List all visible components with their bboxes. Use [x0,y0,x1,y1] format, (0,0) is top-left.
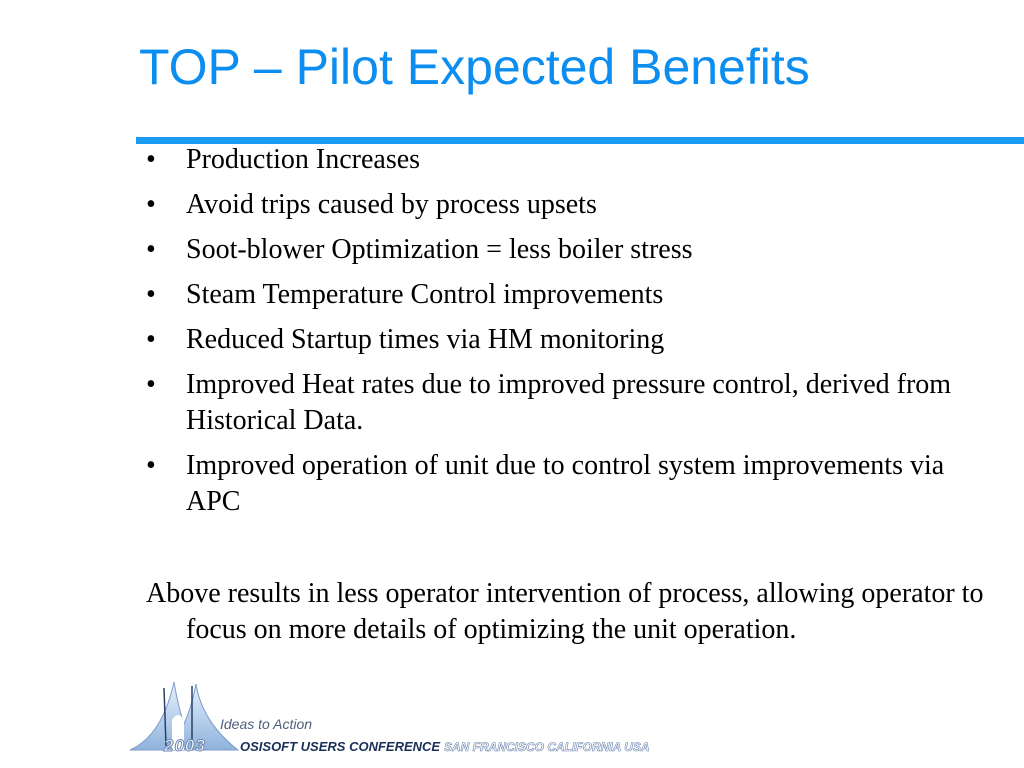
slide-title: TOP – Pilot Expected Benefits [139,39,810,95]
bullet-list: • Production Increases • Avoid trips cau… [146,142,996,529]
conference-logo-icon [129,681,240,751]
bullet-item: • Production Increases [146,142,996,178]
bullet-text: Avoid trips caused by process upsets [186,189,597,220]
bullet-text: Improved Heat rates due to improved pres… [186,369,952,436]
summary-paragraph: Above results in less operator intervent… [146,578,984,645]
bullet-text: Improved operation of unit due to contro… [186,450,945,517]
conference-footer: Ideas to Action 2003 OSISOFT USERS CONFE… [126,676,726,756]
footer-conference-name: OSISOFT USERS CONFERENCE [240,739,441,754]
bullet-text: Reduced Startup times via HM monitoring [186,324,665,355]
bullet-icon: • [146,234,156,265]
bullet-item: • Improved Heat rates due to improved pr… [146,367,996,439]
footer-location: SAN FRANCISCO CALIFORNIA USA [444,740,650,755]
bullet-icon: • [146,450,156,481]
bullet-item: • Reduced Startup times via HM monitorin… [146,322,996,358]
footer-year: 2003 [164,736,206,756]
bullet-item: • Soot-blower Optimization = less boiler… [146,232,996,268]
bullet-icon: • [146,324,156,355]
bullet-text: Steam Temperature Control improvements [186,279,664,310]
footer-tagline: Ideas to Action [220,716,313,732]
bullet-icon: • [146,189,156,220]
bullet-item: • Avoid trips caused by process upsets [146,187,996,223]
bullet-text: Soot-blower Optimization = less boiler s… [186,234,693,265]
bullet-item: • Improved operation of unit due to cont… [146,448,996,520]
bullet-icon: • [146,279,156,310]
bullet-icon: • [146,144,156,175]
title-divider [136,137,1024,144]
bullet-item: • Steam Temperature Control improvements [146,277,996,313]
bullet-text: Production Increases [186,144,421,175]
bullet-icon: • [146,369,156,400]
